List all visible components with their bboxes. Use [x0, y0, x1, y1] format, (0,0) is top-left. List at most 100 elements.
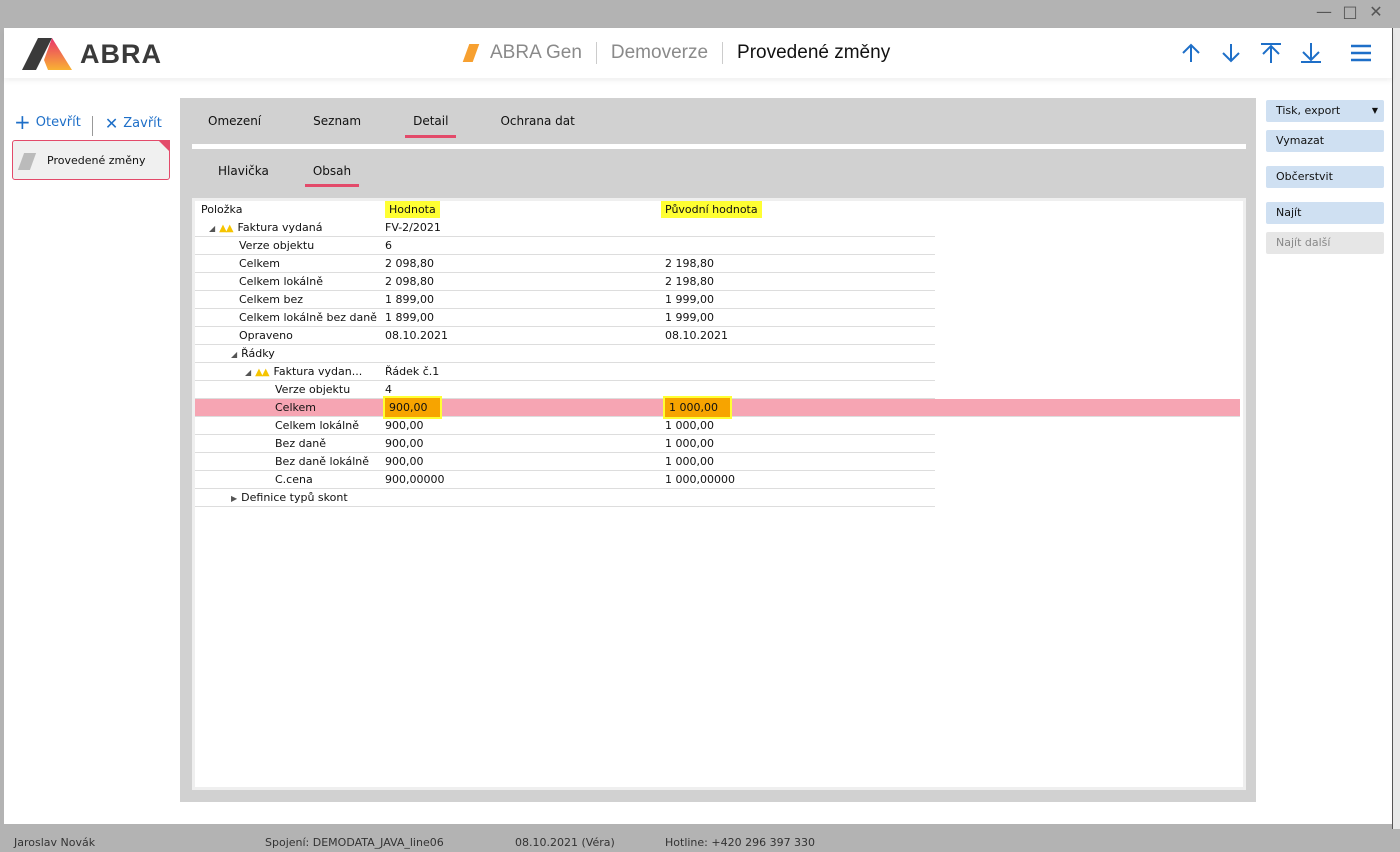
table-row[interactable]: ▶ Definice typů skont	[195, 489, 935, 507]
grid-header: Položka Hodnota Původní hodnota	[195, 201, 935, 219]
table-row[interactable]: Celkem lokálně 2 098,80 2 198,80	[195, 273, 935, 291]
collapse-arrow-icon[interactable]: ◢	[209, 224, 216, 233]
value-cell: FV-2/2021	[385, 219, 441, 236]
open-item-tab[interactable]: Provedené změny	[12, 140, 170, 180]
original-value: 08.10.2021	[665, 329, 728, 342]
table-row[interactable]: C.cena 900,00000 1 000,00000	[195, 471, 935, 489]
maximize-icon[interactable]: □	[1342, 2, 1358, 21]
original-value: 1 000,00	[665, 398, 730, 417]
value: 2 098,80	[385, 275, 434, 288]
item-name: Celkem	[239, 257, 280, 270]
value-cell: 900,00	[385, 398, 440, 417]
table-row[interactable]: Bez daně 900,00 1 000,00	[195, 435, 935, 453]
dropdown-arrow-icon: ▼	[1371, 106, 1378, 115]
original-value: 1 000,00000	[665, 473, 735, 486]
breadcrumb-item[interactable]: Demoverze	[597, 42, 724, 64]
close-icon[interactable]: ✕	[1369, 2, 1383, 21]
item-name: Definice typů skont	[241, 491, 348, 504]
value: 4	[385, 383, 392, 396]
table-row[interactable]: Celkem lokálně 900,00 1 000,00	[195, 417, 935, 435]
expand-arrow-icon[interactable]: ▶	[231, 494, 238, 503]
original-value-cell: 1 999,00	[665, 309, 714, 326]
value: 900,00000	[385, 473, 445, 486]
minimize-icon[interactable]: —	[1316, 2, 1332, 21]
value-cell: 1 899,00	[385, 291, 434, 308]
table-row[interactable]: ◢ ▲▲ Faktura vydan... Řádek č.1	[195, 363, 935, 381]
table-row[interactable]: Opraveno 08.10.2021 08.10.2021	[195, 327, 935, 345]
table-row[interactable]: Verze objektu 4	[195, 381, 935, 399]
column-header[interactable]: Hodnota	[385, 201, 440, 218]
value: 900,00	[385, 398, 440, 417]
arrow-bottom-icon[interactable]	[1300, 42, 1322, 64]
status-connection: Spojení: DEMODATA_JAVA_line06	[265, 836, 444, 849]
collapse-arrow-icon[interactable]: ◢	[245, 368, 252, 377]
item-name-cell: Celkem	[275, 399, 316, 416]
header: ABRA ABRA Gen Demoverze Provedené změny	[4, 28, 1392, 78]
value: 900,00	[385, 419, 424, 432]
original-value-cell: 1 000,00000	[665, 471, 735, 488]
value-cell: 900,00000	[385, 471, 445, 488]
button-label: Najít další	[1276, 236, 1331, 249]
document-icon	[17, 153, 37, 170]
status-date: 08.10.2021 (Véra)	[515, 836, 615, 849]
action-panel: Tisk, export ▼ Vymazat Občerstvit Najít Najít…	[1266, 100, 1384, 262]
value: FV-2/2021	[385, 221, 441, 234]
arrow-up-icon[interactable]	[1180, 42, 1202, 64]
tab-ochrana-dat[interactable]: Ochrana dat	[500, 114, 575, 128]
open-button[interactable]: + Otevřít	[14, 110, 81, 134]
občerstvit-button[interactable]: Občerstvit	[1266, 166, 1384, 188]
item-name-cell: Celkem lokálně	[275, 417, 359, 434]
breadcrumb: ABRA Gen Demoverze Provedené změny	[462, 42, 904, 64]
table-row[interactable]: Verze objektu 6	[195, 237, 935, 255]
original-value-cell: 08.10.2021	[665, 327, 728, 344]
table-row[interactable]: Celkem lokálně bez daně 1 899,00 1 999,00	[195, 309, 935, 327]
close-button[interactable]: ✕ Zavřít	[104, 114, 162, 133]
value-cell: 08.10.2021	[385, 327, 448, 344]
column-header[interactable]: Původní hodnota	[661, 201, 762, 218]
menu-icon[interactable]	[1350, 42, 1372, 64]
najít-button[interactable]: Najít	[1266, 202, 1384, 224]
original-value-cell: 1 000,00	[665, 453, 714, 470]
original-value: 2 198,80	[665, 257, 714, 270]
collapse-arrow-icon[interactable]: ◢	[231, 350, 238, 359]
item-name-cell: Verze objektu	[239, 237, 314, 254]
value-cell: 6	[385, 237, 392, 254]
subtab-1[interactable]: Obsah	[304, 150, 360, 187]
tab-bar: Omezení Seznam Detail Ochrana dat	[180, 98, 1256, 144]
tab-seznam[interactable]: Seznam	[313, 114, 362, 128]
original-value-cell: 1 000,00	[665, 398, 730, 417]
warning-triangles-icon: ▲▲	[219, 223, 233, 234]
item-name: Celkem lokálně	[275, 419, 359, 432]
button-label: Najít	[1276, 206, 1302, 219]
table-row[interactable]: ◢ Řádky	[195, 345, 935, 363]
value: 900,00	[385, 455, 424, 468]
table-row[interactable]: Celkem bez 1 899,00 1 999,00	[195, 291, 935, 309]
value-cell: 2 098,80	[385, 273, 434, 290]
table-row[interactable]: Bez daně lokálně 900,00 1 000,00	[195, 453, 935, 471]
table-row[interactable]: Celkem 900,00 1 000,00	[195, 398, 1240, 417]
original-value-cell: 1 999,00	[665, 291, 714, 308]
value-cell: 900,00	[385, 417, 424, 434]
item-name: Celkem lokálně	[239, 275, 323, 288]
tab-detail[interactable]: Detail	[405, 98, 457, 138]
item-name-cell: Opraveno	[239, 327, 293, 344]
tisk-export-button[interactable]: Tisk, export ▼	[1266, 100, 1384, 122]
value: Řádek č.1	[385, 365, 440, 378]
table-row[interactable]: Celkem 2 098,80 2 198,80	[195, 255, 935, 273]
breadcrumb-item[interactable]: ABRA Gen	[476, 42, 597, 64]
arrow-down-icon[interactable]	[1220, 42, 1242, 64]
original-value-cell: 1 000,00	[665, 417, 714, 434]
vymazat-button[interactable]: Vymazat	[1266, 130, 1384, 152]
table-row[interactable]: ◢ ▲▲ Faktura vydaná FV-2/2021	[195, 219, 935, 237]
value: 1 899,00	[385, 293, 434, 306]
arrow-top-icon[interactable]	[1260, 42, 1282, 64]
column-header[interactable]: Položka	[201, 203, 243, 216]
tab-omezení[interactable]: Omezení	[208, 114, 262, 128]
najít-další-button: Najít další	[1266, 232, 1384, 254]
subtab-0[interactable]: Hlavička	[218, 164, 269, 178]
value-cell: 4	[385, 381, 392, 398]
status-hotline: Hotline: +420 296 397 330	[665, 836, 816, 849]
item-name: Řádky	[241, 347, 275, 360]
status-bar: Jaroslav Novák Spojení: DEMODATA_JAVA_li…	[4, 834, 1392, 852]
item-name-cell: ▶ Definice typů skont	[231, 489, 348, 507]
